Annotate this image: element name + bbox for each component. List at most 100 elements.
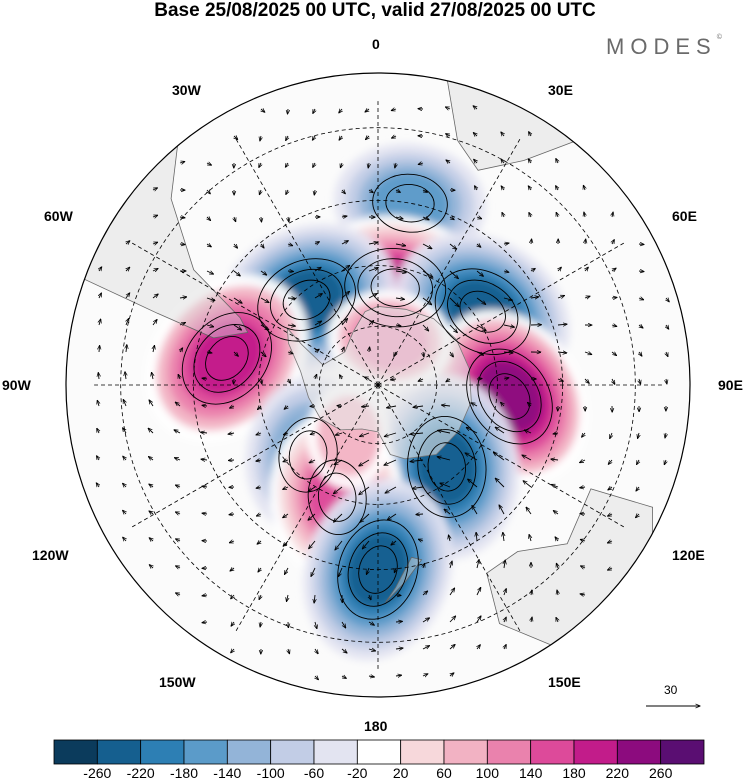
wind-vector-arrow (639, 378, 641, 384)
wind-vector-arrow (556, 563, 558, 569)
wind-vector-arrow (664, 459, 666, 465)
wind-vector-arrow (366, 136, 370, 140)
brand-mark: © (716, 34, 722, 41)
wind-vector-arrow (207, 217, 211, 221)
wind-vector-arrow (228, 460, 235, 461)
wind-vector-arrow (233, 297, 242, 303)
wind-vector-arrow (234, 136, 238, 139)
wind-vector-arrow (580, 539, 586, 541)
contour-ring (205, 336, 249, 381)
wind-vector-arrow (584, 212, 585, 218)
wind-vector-arrow (152, 188, 158, 190)
wind-vector-arrow (368, 294, 377, 299)
wind-vector-arrow (286, 189, 288, 195)
wind-vector-arrow (422, 324, 429, 331)
wind-vector-arrow (476, 352, 484, 355)
wind-vector-arrow (126, 241, 130, 244)
wind-vector-arrow (333, 486, 343, 494)
wind-vector-arrow (418, 379, 424, 381)
meridian-line (235, 384, 379, 631)
wind-vector-arrow (178, 374, 180, 380)
wind-vector-arrow (449, 588, 455, 596)
wind-vector-arrow (466, 427, 478, 434)
wind-vector-arrow (504, 589, 506, 596)
wind-vector-arrow (311, 567, 316, 576)
wind-vector-arrow (584, 352, 592, 355)
wind-vector-arrow (528, 159, 531, 163)
colorbar-segment (96, 739, 142, 765)
wind-vector-arrow (472, 506, 478, 515)
wind-vector-arrow (259, 162, 261, 168)
wind-vectors (96, 106, 669, 680)
wind-vector-arrow (339, 136, 342, 140)
colorbar-segment (660, 739, 705, 765)
wind-vector-arrow (503, 352, 513, 353)
wind-vector-arrow (256, 514, 262, 516)
wind-vector-arrow (206, 271, 214, 274)
wind-vector-arrow (551, 485, 559, 488)
wind-vector-arrow (308, 513, 316, 520)
colorbar-segment (53, 739, 98, 765)
wind-vector-arrow (612, 378, 615, 384)
wind-vector-arrow (207, 190, 210, 194)
wind-vector-arrow (412, 487, 424, 489)
colorbar-tick-label: 60 (436, 765, 452, 781)
wind-vector-arrow (503, 271, 509, 272)
latitude-circle (318, 325, 438, 445)
wind-vector-arrow (666, 378, 667, 384)
wind-vector-arrow (341, 291, 350, 299)
wind-vector-arrow (314, 267, 321, 272)
chart-title: Base 25/08/2025 00 UTC, valid 27/08/2025… (154, 0, 596, 21)
wind-vector-arrow (611, 297, 617, 298)
wind-vector-arrow (260, 324, 269, 330)
wind-vector-arrow (422, 270, 433, 277)
wind-vector-arrow (260, 621, 261, 627)
wind-vector-arrow (283, 433, 289, 435)
wind-vector-arrow (580, 460, 586, 463)
lon-label-0: 0 (372, 36, 380, 52)
wind-vector-arrow (473, 133, 477, 136)
wind-vector-arrow (422, 297, 432, 305)
wind-vector-arrow (334, 459, 343, 465)
wind-vector-arrow (501, 159, 504, 163)
wind-vector-arrow (495, 427, 505, 434)
wind-vector-arrow (364, 377, 370, 379)
wind-vector-arrow (639, 352, 642, 356)
wind-vector-arrow (391, 379, 397, 380)
wind-vector-arrow (476, 616, 481, 623)
wind-vector-arrow (99, 267, 102, 271)
wind-vector-arrow (611, 352, 617, 356)
wind-vector-arrow (368, 676, 374, 677)
wind-vector-arrow (126, 267, 130, 271)
wind-vector-arrow (503, 378, 509, 379)
colorbar-tick-label: 180 (562, 765, 586, 781)
meridian-line (377, 384, 624, 528)
wind-vector-arrow (283, 513, 289, 518)
wind-vector-arrow (477, 560, 479, 569)
wind-vector-arrow (152, 294, 158, 299)
wind-vector-arrow (201, 459, 208, 460)
wind-vector-arrow (395, 648, 403, 649)
wind-vector-arrow (476, 532, 477, 542)
wind-vector-arrow (360, 513, 370, 522)
wind-vector-arrow (557, 352, 567, 353)
wind-vector-arrow (636, 514, 639, 518)
meridian-line (377, 384, 521, 631)
wind-vector-arrow (202, 513, 208, 514)
wind-vector-arrow (522, 455, 532, 461)
wind-vector-arrow (283, 460, 289, 462)
wind-vector-arrow (335, 433, 343, 435)
wind-vector-arrow (123, 456, 126, 460)
wind-vector-arrow (557, 379, 563, 381)
wind-vector-arrow (149, 511, 153, 514)
wind-vector-arrow (530, 297, 539, 298)
wind-vector-arrow (422, 646, 430, 650)
contour-ring (278, 417, 338, 493)
wind-vector-arrow (395, 675, 402, 676)
wind-vector-arrow (285, 162, 288, 167)
wind-vector-arrow (607, 541, 613, 543)
wind-vector-arrow (581, 566, 586, 568)
wind-vector-arrow (175, 458, 181, 460)
wind-vector-arrow (394, 351, 396, 357)
wind-vector-arrow (152, 320, 157, 326)
